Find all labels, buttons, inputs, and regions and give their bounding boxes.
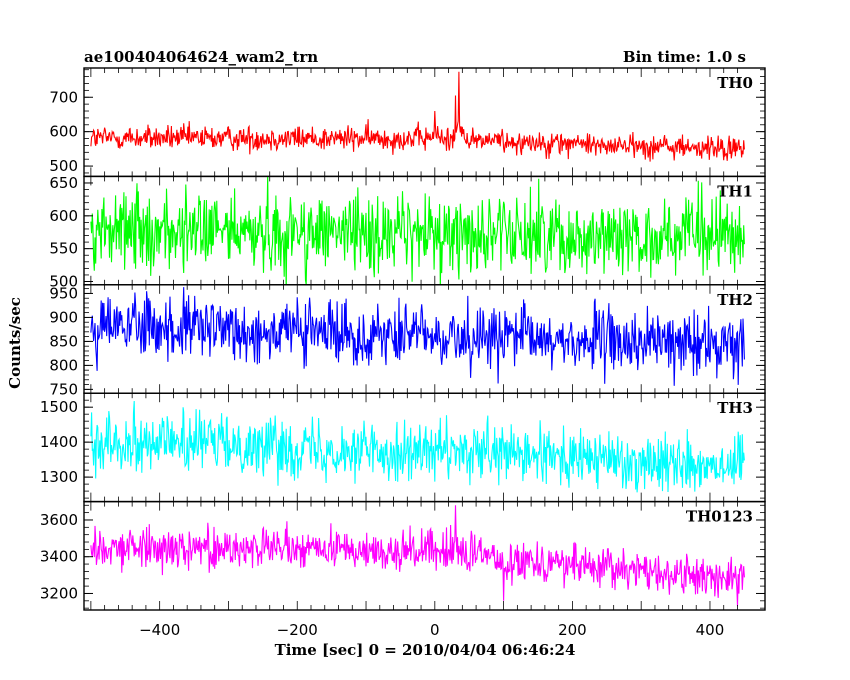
panel-th0123: 3200 3400 3600 TH0123 xyxy=(40,500,766,611)
y-tick-label: 1400 xyxy=(40,433,78,451)
x-axis-label: Time [sec] 0 = 2010/04/04 06:46:24 xyxy=(275,641,576,659)
y-tick-label: 700 xyxy=(49,88,78,106)
panel-th2: 750 800 850 900 950 TH2 xyxy=(49,284,766,398)
series-line-th2 xyxy=(90,287,745,386)
panel-th1: 500 550 600 650 TH1 xyxy=(49,174,766,291)
panel-th3: 1300 1400 1500 TH3 xyxy=(40,392,766,503)
y-tick-label: 3400 xyxy=(40,548,78,566)
y-tick-label: 600 xyxy=(49,123,78,141)
bin-time-label: Bin time: 1.0 s xyxy=(623,48,746,66)
panel-label-th1: TH1 xyxy=(717,182,753,200)
panel-label-th0: TH0 xyxy=(717,74,753,92)
y-tick-label: 750 xyxy=(49,380,78,398)
y-tick-label: 650 xyxy=(49,174,78,192)
y-tick-label: 500 xyxy=(49,157,78,175)
panel-label-th3: TH3 xyxy=(717,399,753,417)
panel-label-th2: TH2 xyxy=(717,291,753,309)
y-axis-label: Counts/sec xyxy=(6,297,24,389)
x-tick-label: −200 xyxy=(277,621,318,639)
y-tick-label: 800 xyxy=(49,356,78,374)
x-axis: −400 −200 0 200 400 xyxy=(139,621,724,639)
panel-frame xyxy=(83,67,766,178)
y-tick-label: 500 xyxy=(49,273,78,291)
x-tick-label: 0 xyxy=(430,621,440,639)
y-tick-label: 1500 xyxy=(40,398,78,416)
y-tick-label: 900 xyxy=(49,308,78,326)
y-tick-label: 550 xyxy=(49,240,78,258)
panels-group: 500 600 700 TH0 500 550 600 650 TH1 750 800 850 900 9… xyxy=(40,67,766,611)
panel-label-th0123: TH0123 xyxy=(686,508,753,526)
y-tick-label: 3600 xyxy=(40,511,78,529)
series-line-th3 xyxy=(90,400,745,493)
chart-title: ae100404064624_wam2_trn xyxy=(84,48,318,66)
y-tick-label: 1300 xyxy=(40,468,78,486)
y-tick-label: 3200 xyxy=(40,584,78,602)
x-tick-label: −400 xyxy=(139,621,180,639)
series-line-th0 xyxy=(90,71,745,162)
y-tick-label: 950 xyxy=(49,284,78,302)
panel-frame xyxy=(83,500,766,611)
x-tick-label: 200 xyxy=(558,621,587,639)
x-tick-label: 400 xyxy=(696,621,725,639)
y-tick-label: 850 xyxy=(49,332,78,350)
series-line-th1 xyxy=(90,176,745,285)
series-line-th0123 xyxy=(90,505,745,607)
y-tick-label: 600 xyxy=(49,207,78,225)
panel-th0: 500 600 700 TH0 xyxy=(49,67,766,178)
